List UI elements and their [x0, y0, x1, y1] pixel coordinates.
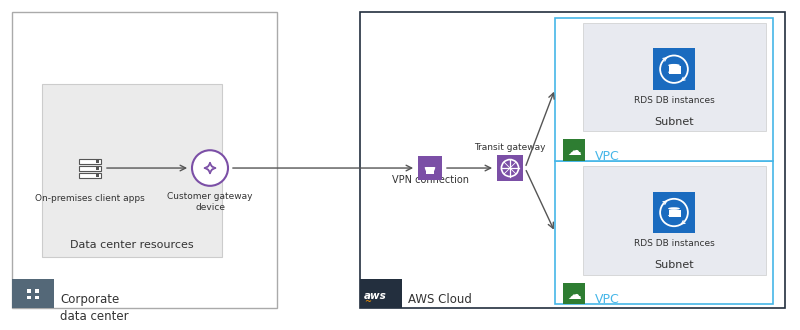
- Text: VPC: VPC: [595, 293, 620, 306]
- Ellipse shape: [668, 214, 680, 217]
- Bar: [96, 160, 99, 163]
- Bar: [497, 155, 523, 181]
- Bar: [555, 18, 773, 161]
- Bar: [669, 66, 681, 74]
- Bar: [12, 12, 277, 309]
- Bar: [418, 156, 442, 180]
- Text: AWS Cloud: AWS Cloud: [408, 293, 472, 306]
- Bar: [35, 289, 39, 293]
- Bar: [79, 173, 101, 178]
- Text: Customer gateway
device: Customer gateway device: [167, 192, 253, 212]
- Bar: [555, 161, 773, 305]
- Ellipse shape: [668, 207, 680, 210]
- Text: VPC: VPC: [595, 150, 620, 163]
- Bar: [79, 166, 101, 171]
- Ellipse shape: [668, 64, 680, 67]
- Text: On-premises client apps: On-premises client apps: [35, 194, 145, 203]
- Circle shape: [192, 150, 228, 186]
- Text: Subnet: Subnet: [654, 260, 694, 270]
- Text: RDS DB instances: RDS DB instances: [634, 96, 714, 105]
- Text: aws: aws: [364, 290, 386, 301]
- Bar: [96, 174, 99, 177]
- Text: ~: ~: [364, 297, 371, 306]
- Text: Data center resources: Data center resources: [70, 240, 194, 250]
- Bar: [563, 139, 585, 161]
- Bar: [35, 296, 39, 300]
- Ellipse shape: [668, 71, 680, 74]
- Bar: [12, 279, 54, 309]
- Bar: [563, 283, 585, 305]
- Text: RDS DB instances: RDS DB instances: [634, 239, 714, 248]
- Bar: [653, 192, 695, 233]
- Bar: [360, 279, 402, 309]
- Bar: [583, 166, 766, 275]
- Bar: [79, 159, 101, 164]
- Text: Corporate
data center: Corporate data center: [60, 293, 129, 322]
- Text: VPN connection: VPN connection: [391, 175, 469, 185]
- Bar: [653, 49, 695, 90]
- Text: Transit gateway: Transit gateway: [474, 143, 546, 152]
- Bar: [24, 285, 42, 303]
- Bar: [360, 12, 785, 309]
- Bar: [96, 167, 99, 170]
- Bar: [669, 210, 681, 217]
- Bar: [27, 289, 31, 293]
- Bar: [42, 84, 222, 257]
- Text: Subnet: Subnet: [654, 116, 694, 127]
- Bar: [426, 167, 434, 174]
- Bar: [583, 23, 766, 131]
- Text: ☁: ☁: [567, 287, 581, 302]
- Text: ☁: ☁: [567, 144, 581, 158]
- Bar: [27, 296, 31, 300]
